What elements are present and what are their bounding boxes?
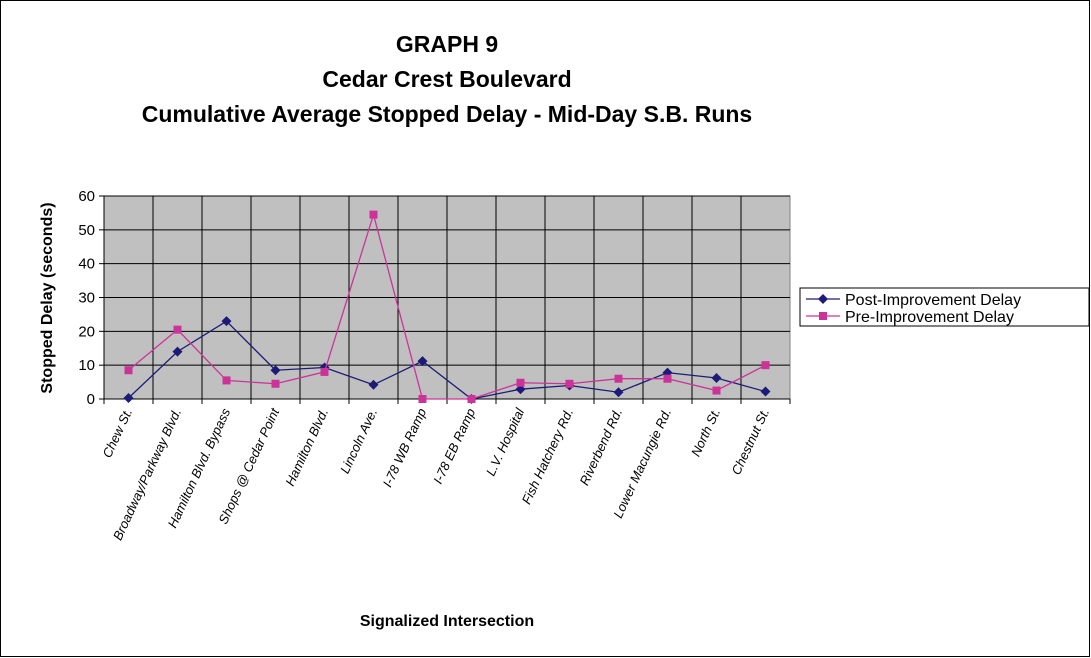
point xyxy=(613,387,624,398)
legend-label: Post-Improvement Delay xyxy=(845,292,1021,309)
y-axis-label: Stopped Delay (seconds) xyxy=(39,202,56,393)
point xyxy=(320,367,329,376)
y-tick-label: 20 xyxy=(78,323,95,340)
point xyxy=(368,379,379,390)
y-tick-label: 30 xyxy=(78,290,95,307)
y-tick-label: 10 xyxy=(78,357,95,374)
point xyxy=(467,395,476,403)
point xyxy=(417,356,428,367)
x-axis-label: Signalized Intersection xyxy=(360,613,534,630)
point xyxy=(123,392,134,403)
point xyxy=(173,325,182,334)
point xyxy=(222,376,231,385)
point xyxy=(663,374,672,383)
point xyxy=(172,346,183,357)
point xyxy=(819,312,827,320)
chart-title: Cumulative Average Stopped Delay - Mid-D… xyxy=(142,101,752,127)
point xyxy=(712,386,721,395)
point xyxy=(221,316,232,327)
point xyxy=(270,365,281,376)
point xyxy=(818,294,828,304)
point xyxy=(761,361,770,370)
chart-title: Cedar Crest Boulevard xyxy=(322,66,571,92)
point xyxy=(271,379,280,388)
y-tick-label: 0 xyxy=(87,391,95,408)
point xyxy=(369,210,378,219)
point xyxy=(711,373,722,384)
point xyxy=(565,379,574,388)
point xyxy=(614,374,623,383)
series-line xyxy=(128,212,766,400)
point xyxy=(760,386,771,397)
point xyxy=(418,395,427,403)
y-tick-label: 50 xyxy=(78,222,95,239)
y-tick-label: 40 xyxy=(78,256,95,273)
legend-label: Pre-Improvement Delay xyxy=(845,309,1014,326)
series-line xyxy=(128,320,766,400)
point xyxy=(124,366,133,375)
legend-box xyxy=(799,287,1090,327)
chart-title: GRAPH 9 xyxy=(396,31,498,57)
y-tick-label: 60 xyxy=(78,188,95,205)
point xyxy=(516,378,525,387)
